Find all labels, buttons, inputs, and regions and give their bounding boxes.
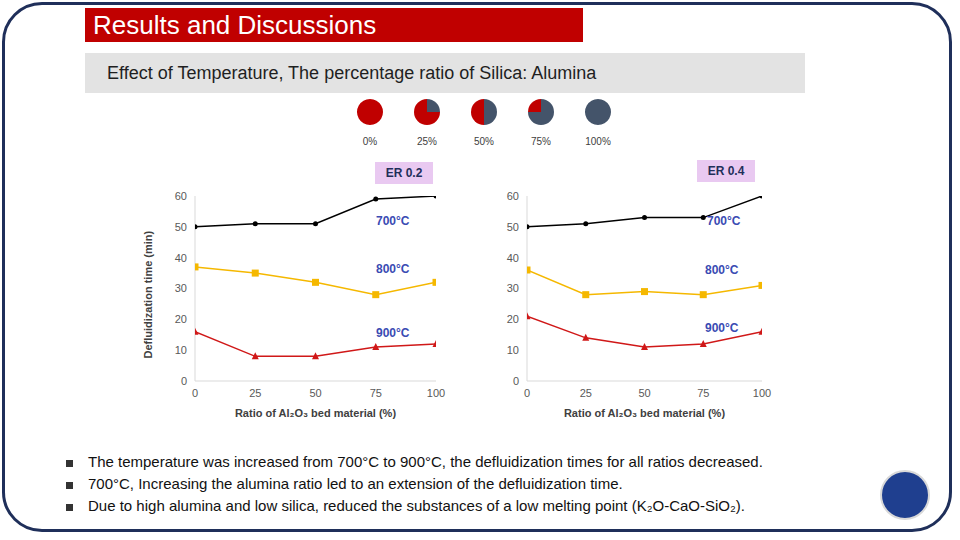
svg-text:25: 25 bbox=[580, 387, 592, 399]
svg-text:50: 50 bbox=[638, 387, 650, 399]
html-text:75%: 75% bbox=[531, 136, 551, 147]
svg-text:25: 25 bbox=[249, 387, 261, 399]
svg-text:Ratio of Al₂O₃ bed material (%: Ratio of Al₂O₃ bed material (%) bbox=[235, 407, 396, 419]
html-text:900°C: 900°C bbox=[376, 326, 410, 340]
svg-text:50: 50 bbox=[175, 221, 187, 233]
svg-text:60: 60 bbox=[175, 190, 187, 202]
svg-text:40: 40 bbox=[507, 252, 519, 264]
svg-text:100: 100 bbox=[427, 387, 445, 399]
svg-text:75: 75 bbox=[697, 387, 709, 399]
html-text:800°C: 800°C bbox=[376, 262, 410, 276]
svg-text:100: 100 bbox=[753, 387, 771, 399]
svg-text:Ratio of Al₂O₃ bed material (%: Ratio of Al₂O₃ bed material (%) bbox=[564, 407, 725, 419]
svg-text:0: 0 bbox=[192, 387, 198, 399]
svg-text:10: 10 bbox=[175, 344, 187, 356]
html-text:100%: 100% bbox=[585, 136, 611, 147]
svg-text:30: 30 bbox=[175, 282, 187, 294]
svg-text:0: 0 bbox=[181, 375, 187, 387]
html-text:700°C: 700°C bbox=[376, 214, 410, 228]
html-text:50%: 50% bbox=[474, 136, 494, 147]
html-text:Results and Discussions: Results and Discussions bbox=[93, 9, 377, 40]
html-text:ER 0.2: ER 0.2 bbox=[385, 166, 423, 180]
svg-text:50: 50 bbox=[309, 387, 321, 399]
svg-text:10: 10 bbox=[507, 344, 519, 356]
svg-text:60: 60 bbox=[507, 190, 519, 202]
svg-text:40: 40 bbox=[175, 252, 187, 264]
html-text:Due to high alumina and low si: Due to high alumina and low silica, redu… bbox=[88, 497, 745, 514]
svg-text:20: 20 bbox=[507, 313, 519, 325]
svg-text:50: 50 bbox=[507, 221, 519, 233]
svg-text:Defluidization time (min): Defluidization time (min) bbox=[142, 230, 154, 358]
html-text:700°C: 700°C bbox=[707, 214, 741, 228]
html-text:ER 0.4: ER 0.4 bbox=[707, 164, 745, 178]
svg-text:75: 75 bbox=[370, 387, 382, 399]
html-text:0%: 0% bbox=[362, 136, 378, 147]
html-text:Effect of Temperature, The per: Effect of Temperature, The percentage ra… bbox=[107, 62, 597, 83]
html-text:The temperature was increased: The temperature was increased from 700°C… bbox=[88, 453, 763, 470]
svg-text:30: 30 bbox=[507, 282, 519, 294]
html-text:800°C: 800°C bbox=[705, 263, 739, 277]
html-text:700°C, Increasing the alumina: 700°C, Increasing the alumina ratio led … bbox=[88, 475, 623, 492]
html-text:25%: 25% bbox=[417, 136, 437, 147]
svg-text:0: 0 bbox=[513, 375, 519, 387]
html-text:900°C: 900°C bbox=[705, 321, 739, 335]
svg-text:20: 20 bbox=[175, 313, 187, 325]
svg-text:0: 0 bbox=[524, 387, 530, 399]
